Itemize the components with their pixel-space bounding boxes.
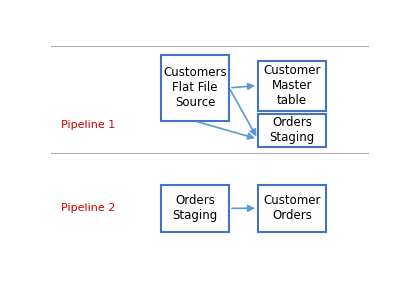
Text: Customer
Master
table: Customer Master table: [263, 64, 320, 107]
FancyBboxPatch shape: [160, 185, 229, 232]
FancyBboxPatch shape: [257, 114, 325, 147]
FancyBboxPatch shape: [257, 61, 325, 111]
FancyBboxPatch shape: [257, 185, 325, 232]
Text: Orders
Staging: Orders Staging: [172, 194, 217, 222]
Text: Orders
Staging: Orders Staging: [269, 116, 314, 144]
Text: Pipeline 1: Pipeline 1: [61, 120, 115, 130]
Text: Pipeline 2: Pipeline 2: [61, 203, 115, 213]
Text: Customers
Flat File
Source: Customers Flat File Source: [163, 66, 226, 110]
FancyBboxPatch shape: [160, 55, 229, 121]
Text: Customer
Orders: Customer Orders: [263, 194, 320, 222]
